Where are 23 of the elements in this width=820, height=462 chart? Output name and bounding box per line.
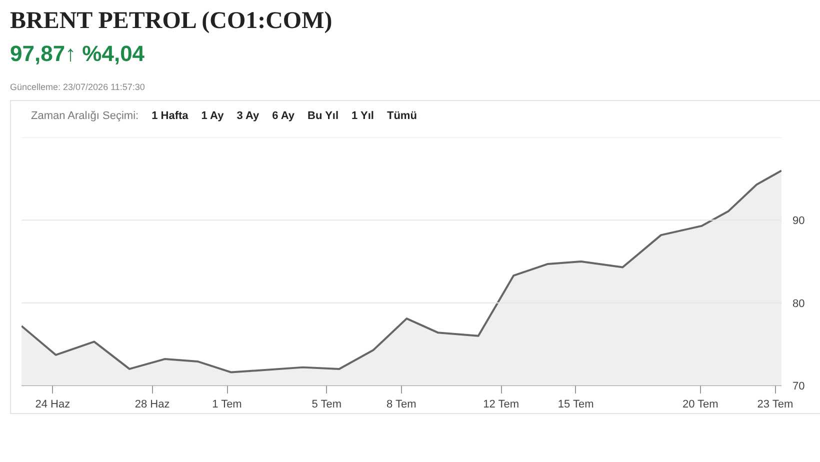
text: Güncelleme: 23/07/2026 11:57:30 xyxy=(10,81,145,94)
text: 1 Hafta xyxy=(152,110,188,122)
x-tick-label: 8 Tem xyxy=(386,398,416,410)
text: Tümü xyxy=(386,110,417,122)
x-tick-label: 5 Tem xyxy=(312,398,342,410)
x-tick-label: 28 Haz xyxy=(134,398,170,410)
x-tick-label: 23 Tem xyxy=(757,398,794,410)
y-tick-label: 90 xyxy=(792,215,805,228)
text: Zaman Aralığı Seçimi: xyxy=(31,110,139,122)
x-tick-label: 12 Tem xyxy=(483,398,520,410)
x-tick-label: 24 Haz xyxy=(35,398,70,410)
text: Bu Yıl xyxy=(308,110,339,122)
text: 1 Ay xyxy=(201,110,224,122)
text: 6 Ay xyxy=(272,110,295,122)
chart-subtitle: 97,87↑ %4,04 xyxy=(10,40,145,68)
x-tick-label: 1 Tem xyxy=(212,398,242,410)
y-tick-label: 80 xyxy=(792,298,805,310)
text: 3 Ay xyxy=(236,110,260,122)
chart-title: BRENT PETROL (CO1:COM) xyxy=(10,7,332,36)
text: 1 Yıl xyxy=(352,110,374,122)
x-tick-label: 20 Tem xyxy=(682,398,718,410)
x-tick-label: 15 Tem xyxy=(558,398,594,410)
y-tick-label: 70 xyxy=(792,380,805,392)
